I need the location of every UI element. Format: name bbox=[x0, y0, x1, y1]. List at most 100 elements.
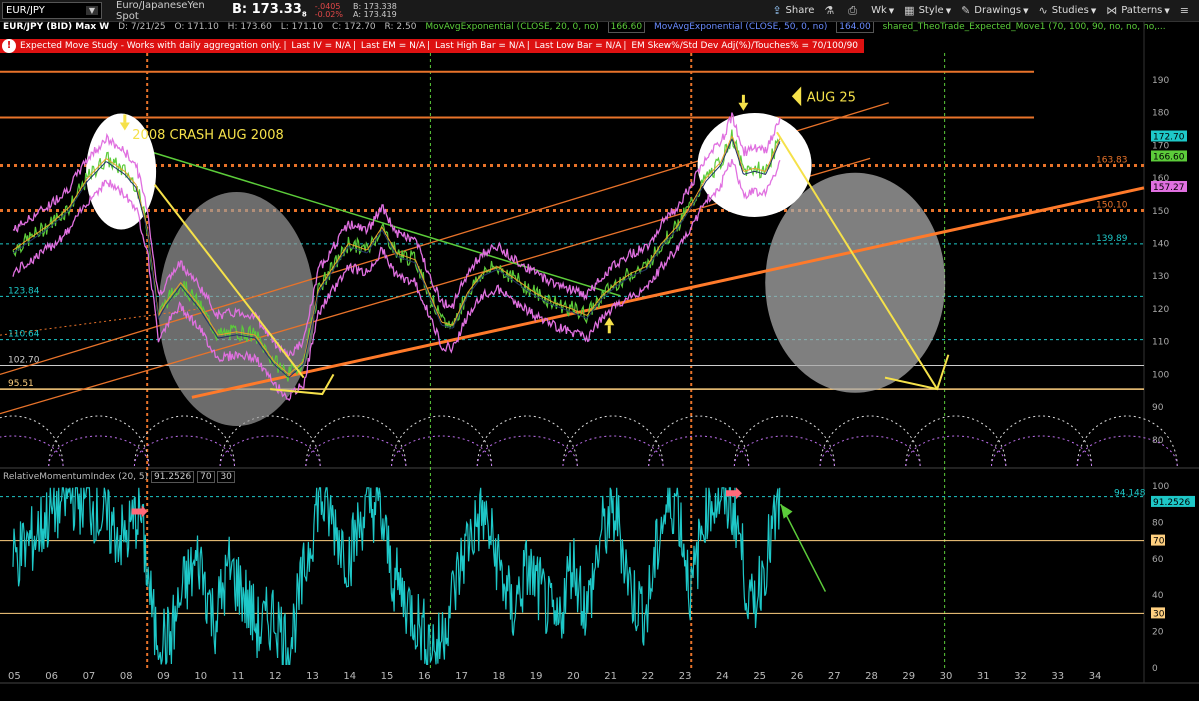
projection-arrow-bottom-2013 bbox=[270, 373, 335, 396]
highlight-circle-2024 bbox=[697, 112, 812, 217]
cycle-arc-white bbox=[648, 415, 750, 467]
date-readout: D: 7/21/25 bbox=[118, 22, 166, 32]
cycle-arc-white bbox=[305, 415, 407, 467]
rmi-tick-label: 80 bbox=[1152, 518, 1164, 528]
envelope-upper bbox=[12, 112, 781, 359]
ma20-label[interactable]: MovAvgExponential (CLOSE, 20, 0, no) bbox=[425, 22, 599, 32]
x-tick-label: 33 bbox=[1051, 671, 1064, 682]
level-label: 163.83 bbox=[1096, 156, 1128, 166]
price-tag-bg bbox=[1151, 130, 1187, 142]
projection-arrow-2008 bbox=[153, 183, 305, 379]
x-tick-label: 16 bbox=[418, 671, 431, 682]
flask-button[interactable]: ⚗ bbox=[824, 4, 838, 17]
rmi-ob: 70 bbox=[197, 471, 215, 483]
ma50-value: 164.00 bbox=[836, 22, 874, 33]
level-label: 110.64 bbox=[8, 330, 40, 340]
x-tick-label: 09 bbox=[157, 671, 170, 682]
cycle-arc-purple bbox=[0, 435, 64, 467]
menu-button[interactable]: ≡ bbox=[1180, 4, 1193, 17]
level-label: 95.51 bbox=[8, 379, 34, 389]
x-tick-label: 29 bbox=[902, 671, 915, 682]
crash-label: 2008 CRASH AUG 2008 bbox=[132, 128, 284, 143]
rmi-tag-bg bbox=[1151, 495, 1195, 507]
x-tick-label: 22 bbox=[642, 671, 655, 682]
x-tick-label: 32 bbox=[1014, 671, 1027, 682]
studies-button[interactable]: ∿ Studies ▼ bbox=[1038, 4, 1097, 17]
ma50-label[interactable]: MovAvgExponential (CLOSE, 50, 0, no) bbox=[653, 22, 828, 32]
cycle-arc-purple bbox=[305, 435, 407, 467]
rmi-label[interactable]: RelativeMomentumIndex (20, 5) bbox=[3, 472, 149, 482]
rmi-marker bbox=[131, 505, 148, 518]
chart-header: EUR/JPY (BID) Max W D: 7/21/25 O: 171.10… bbox=[0, 22, 1199, 36]
x-tick-label: 25 bbox=[753, 671, 766, 682]
aug25-marker bbox=[791, 86, 802, 107]
studies-icon: ∿ bbox=[1038, 4, 1048, 17]
projection-ellipse-left bbox=[158, 191, 315, 426]
price-tag-bg bbox=[1151, 150, 1187, 162]
drawings-button[interactable]: ✎ Drawings ▼ bbox=[961, 4, 1029, 17]
cycle-arc-white bbox=[819, 415, 921, 467]
rmi-arrow bbox=[780, 503, 827, 592]
channel-lower bbox=[191, 186, 1145, 399]
rmi-value: 91.2526 bbox=[151, 471, 195, 483]
open-readout: O: 171.10 bbox=[174, 22, 219, 32]
info-icon[interactable]: ! bbox=[2, 39, 16, 53]
rmi-tick-label: 100 bbox=[1152, 482, 1169, 492]
marker-arrow-shaft bbox=[741, 94, 745, 103]
share-icon: ⇪ bbox=[772, 4, 782, 17]
x-tick-label: 11 bbox=[232, 671, 245, 682]
high-readout: H: 173.60 bbox=[227, 22, 272, 32]
expected-move-studybar: Expected Move Study - Works with daily a… bbox=[0, 39, 865, 53]
expected-move-label[interactable]: shared_TheoTrade_Expected_Move1 (70, 100… bbox=[882, 22, 1166, 32]
low-readout: L: 171.10 bbox=[280, 22, 324, 32]
ma50-line bbox=[12, 138, 781, 378]
x-tick-label: 34 bbox=[1089, 671, 1102, 682]
cycle-arc-white bbox=[733, 415, 835, 467]
chart-title: EUR/JPY (BID) Max W bbox=[3, 22, 110, 32]
ma20-value: 166.60 bbox=[607, 22, 646, 33]
rmi-marker bbox=[725, 487, 742, 500]
cycle-arc-purple bbox=[905, 435, 1007, 467]
price-tick-label: 140 bbox=[1152, 240, 1169, 250]
print-button[interactable]: ⎙ bbox=[848, 4, 861, 18]
cycle-arc-purple bbox=[476, 435, 578, 467]
price-tick-label: 160 bbox=[1152, 174, 1169, 184]
x-tick-label: 20 bbox=[567, 671, 580, 682]
cycle-arc-white bbox=[562, 415, 664, 467]
projection-ellipse-right bbox=[765, 172, 946, 393]
menu-icon: ≡ bbox=[1179, 4, 1189, 17]
bid-price: B: 173.338 bbox=[232, 2, 307, 19]
level-label: 102.70 bbox=[8, 356, 40, 366]
x-tick-label: 17 bbox=[455, 671, 468, 682]
x-tick-label: 31 bbox=[977, 671, 990, 682]
share-button[interactable]: ⇪ Share bbox=[772, 4, 815, 17]
x-tick-label: 27 bbox=[828, 671, 841, 682]
price-tick-label: 100 bbox=[1152, 370, 1169, 380]
symbol-text: EUR/JPY bbox=[6, 5, 45, 16]
x-tick-label: 06 bbox=[45, 671, 58, 682]
rmi-tick-label: 0 bbox=[1152, 664, 1158, 674]
chevron-down-icon: ▼ bbox=[1164, 6, 1170, 15]
cycle-arc-purple bbox=[648, 435, 750, 467]
aggregation-button[interactable]: Wk ▼ bbox=[871, 5, 895, 16]
style-button[interactable]: ▦ Style ▼ bbox=[904, 4, 952, 17]
cycle-arc-white bbox=[0, 415, 64, 467]
symbol-selector[interactable]: EUR/JPY ▼ bbox=[2, 2, 102, 19]
toolbar: EUR/JPY ▼ Euro/JapaneseYen Spot B: 173.3… bbox=[0, 0, 1199, 22]
patterns-button[interactable]: ⋈ Patterns ▼ bbox=[1106, 4, 1170, 17]
rmi-tick-label: 60 bbox=[1152, 555, 1164, 565]
price-tag-bg bbox=[1151, 180, 1187, 192]
cycle-arc-purple bbox=[391, 435, 493, 467]
x-tick-label: 13 bbox=[306, 671, 319, 682]
x-tick-label: 21 bbox=[604, 671, 617, 682]
rmi-arrow-head bbox=[780, 504, 793, 519]
cycle-arc-purple bbox=[819, 435, 921, 467]
cycle-arc-purple bbox=[991, 435, 1093, 467]
rmi-tag-bg bbox=[1151, 534, 1165, 546]
marker-arrow-head bbox=[604, 317, 615, 326]
pencil-icon: ✎ bbox=[961, 4, 971, 17]
flask-icon: ⚗ bbox=[824, 4, 835, 17]
chevron-down-icon[interactable]: ▼ bbox=[86, 6, 98, 15]
level-label: 150.10 bbox=[1096, 200, 1128, 210]
cycle-arc-purple bbox=[219, 435, 321, 467]
